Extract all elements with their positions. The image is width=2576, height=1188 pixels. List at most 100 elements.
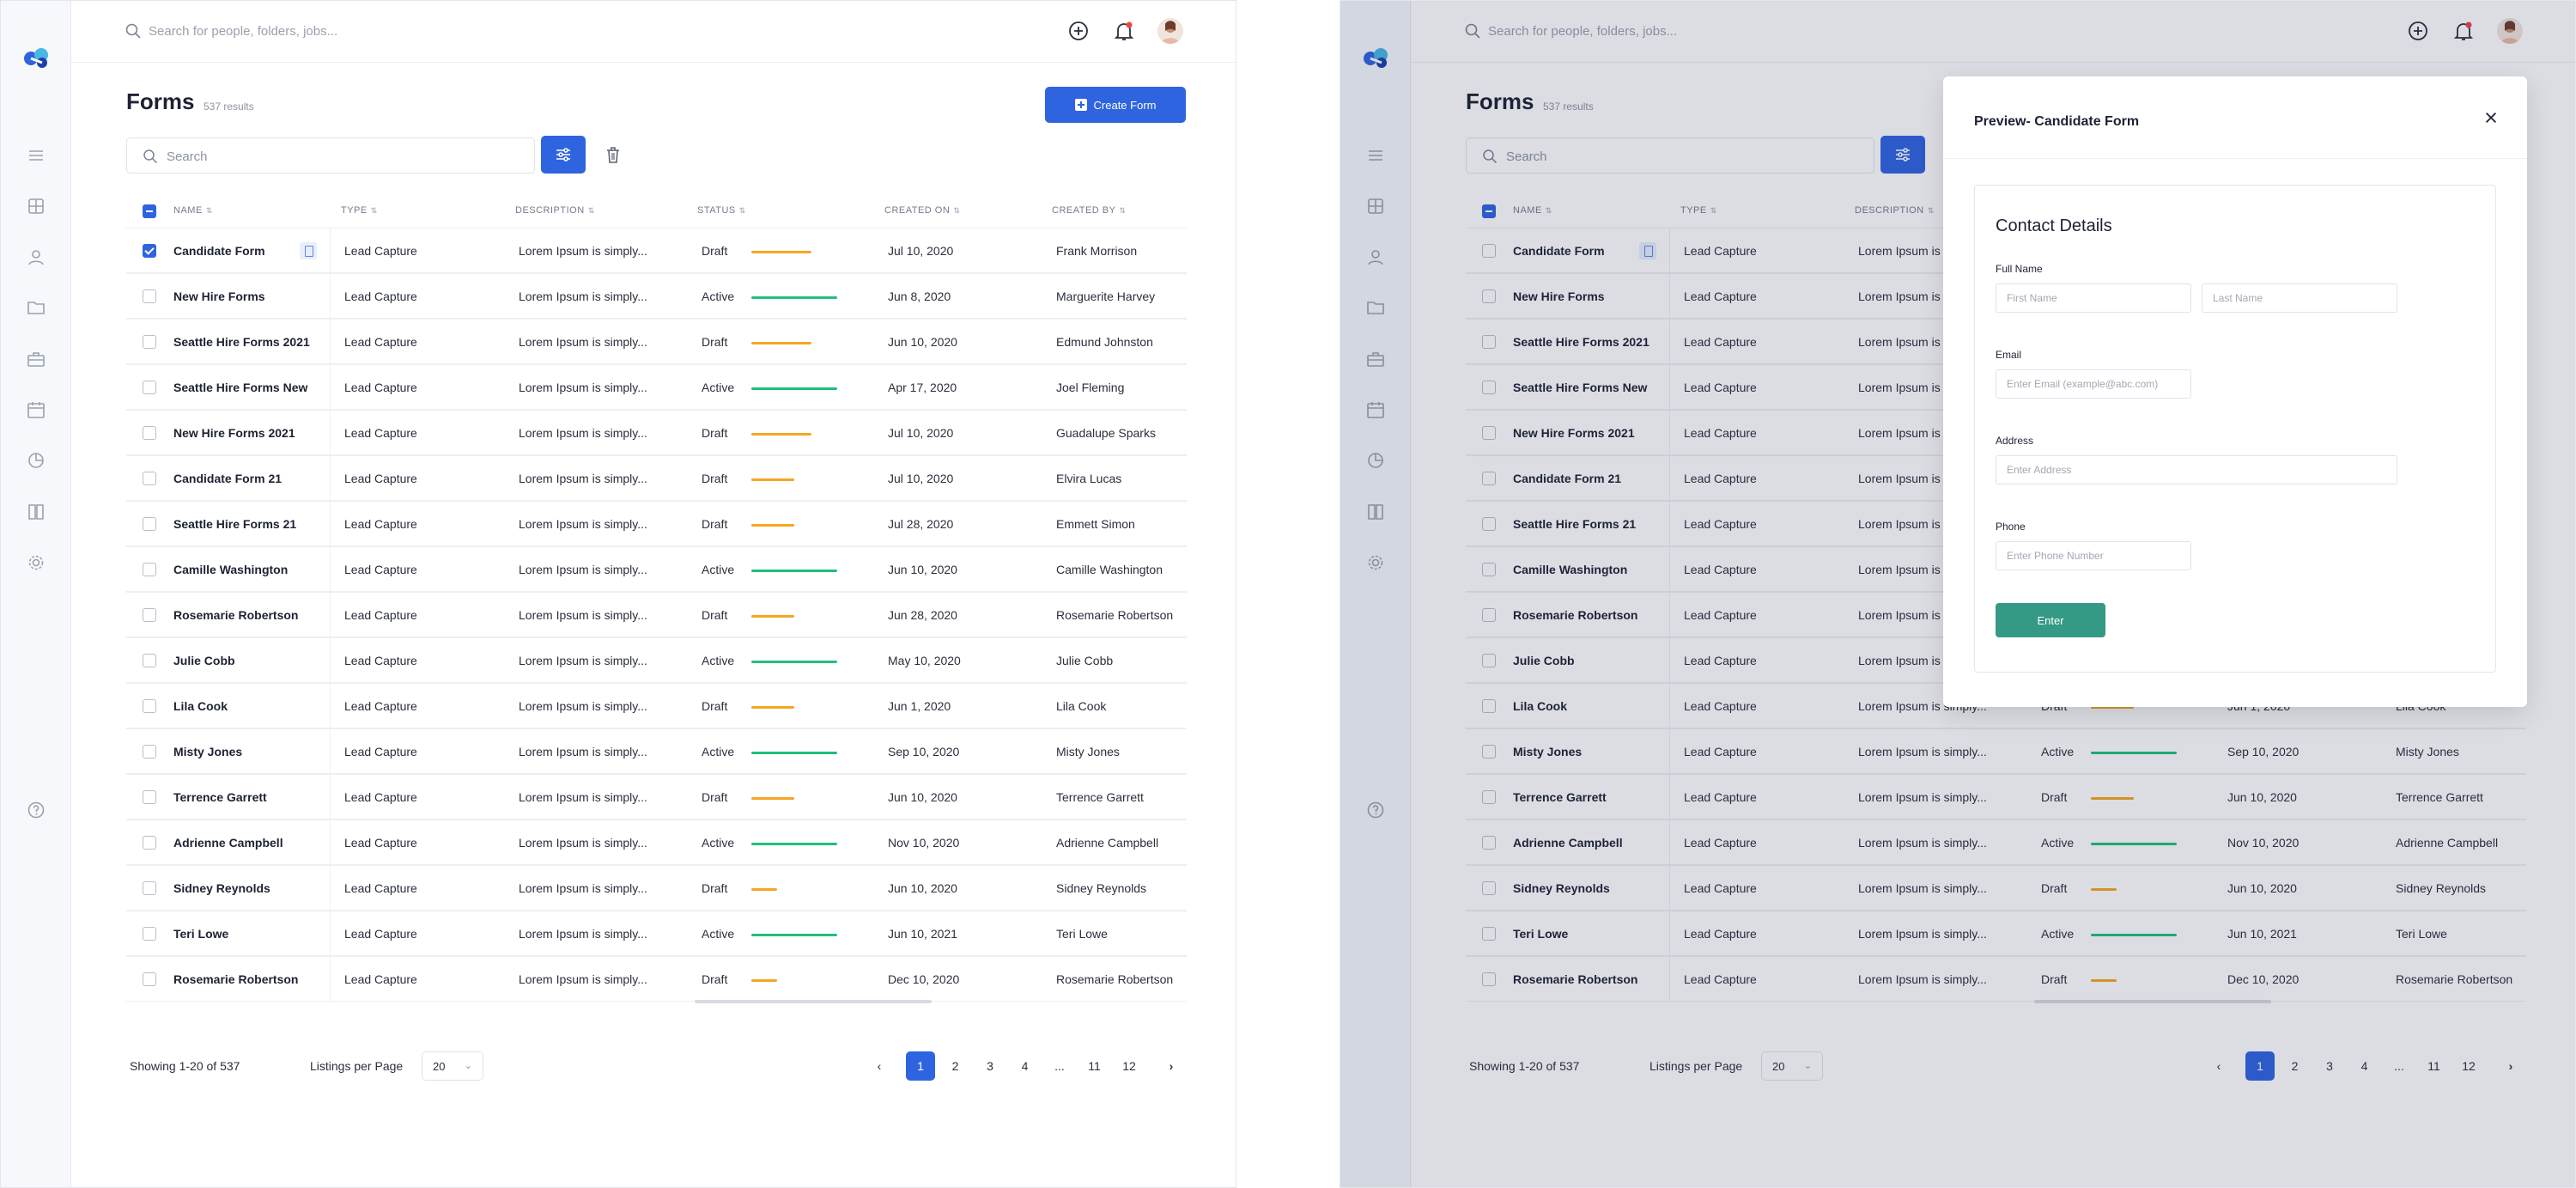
form-name[interactable]: Rosemarie Robertson — [173, 972, 299, 986]
form-name[interactable]: Lila Cook — [173, 699, 228, 713]
forms-search[interactable] — [1466, 137, 1874, 174]
create-form-button[interactable]: Create Form — [1045, 87, 1186, 123]
trash-icon[interactable] — [602, 143, 624, 166]
briefcase-icon[interactable] — [26, 349, 46, 369]
avatar[interactable] — [2497, 18, 2523, 44]
table-row[interactable]: Adrienne Campbell Lead Capture Lorem Ipsum… — [1466, 819, 2526, 866]
form-name[interactable]: Adrienne Campbell — [173, 836, 283, 850]
global-search-input[interactable] — [149, 20, 492, 42]
page-button[interactable]: 1 — [2245, 1051, 2275, 1081]
form-name[interactable]: Misty Jones — [1513, 745, 1583, 758]
gear-icon[interactable] — [26, 552, 46, 573]
row-checkbox[interactable] — [143, 517, 156, 531]
form-name[interactable]: Candidate Form 21 — [1513, 472, 1622, 485]
prev-page-icon[interactable]: ‹ — [2216, 1059, 2221, 1073]
row-checkbox[interactable] — [1482, 289, 1496, 303]
row-checkbox[interactable] — [1482, 381, 1496, 394]
row-checkbox[interactable] — [143, 608, 156, 622]
document-icon[interactable] — [1639, 242, 1656, 259]
row-checkbox[interactable] — [1482, 790, 1496, 804]
row-checkbox[interactable] — [1482, 654, 1496, 667]
form-name[interactable]: New Hire Forms — [173, 289, 265, 303]
form-name[interactable]: Candidate Form — [1513, 244, 1605, 258]
col-created-on[interactable]: CREATED ON⇅ — [884, 205, 961, 216]
col-type[interactable]: TYPE ⇅ — [1680, 205, 1717, 216]
user-icon[interactable] — [26, 247, 46, 267]
form-name[interactable]: Teri Lowe — [173, 927, 229, 941]
page-button[interactable]: ... — [2394, 1059, 2404, 1073]
avatar[interactable] — [1157, 18, 1183, 44]
table-row[interactable]: Camille Washington Lead Capture Lorem Ipsu… — [126, 546, 1187, 593]
table-row[interactable]: Lila Cook Lead Capture Lorem Ipsum is simp… — [126, 683, 1187, 729]
form-name[interactable]: Teri Lowe — [1513, 927, 1569, 941]
row-checkbox[interactable] — [143, 426, 156, 440]
document-icon[interactable] — [300, 242, 317, 259]
user-icon[interactable] — [1365, 247, 1386, 267]
bell-icon[interactable] — [2452, 20, 2475, 42]
row-checkbox[interactable] — [1482, 335, 1496, 349]
grid-icon[interactable] — [26, 196, 46, 216]
table-row[interactable]: Sidney Reynolds Lead Capture Lorem Ipsum i… — [1466, 865, 2526, 911]
row-checkbox[interactable] — [143, 381, 156, 394]
help-icon[interactable] — [26, 800, 46, 820]
col-type[interactable]: TYPE ⇅ — [341, 205, 378, 216]
row-checkbox[interactable] — [1482, 426, 1496, 440]
briefcase-icon[interactable] — [1365, 349, 1386, 369]
row-checkbox[interactable] — [1482, 972, 1496, 986]
form-name[interactable]: Candidate Form 21 — [173, 472, 283, 485]
row-checkbox[interactable] — [1482, 881, 1496, 895]
page-button[interactable]: 11 — [2427, 1059, 2440, 1073]
enter-button[interactable]: Enter — [1996, 603, 2105, 637]
book-icon[interactable] — [26, 502, 46, 522]
page-button[interactable]: 2 — [951, 1059, 959, 1073]
col-description[interactable]: DESCRIPTION ⇅ — [515, 205, 595, 216]
calendar-icon[interactable] — [1365, 399, 1386, 420]
table-row[interactable]: Terrence Garrett Lead Capture Lorem Ipsum … — [1466, 774, 2526, 820]
row-checkbox[interactable] — [143, 654, 156, 667]
form-name[interactable]: Adrienne Campbell — [1513, 836, 1623, 850]
table-row[interactable]: Teri Lowe Lead Capture Lorem Ipsum is simp… — [126, 911, 1187, 957]
email-field[interactable] — [1996, 369, 2191, 399]
table-row[interactable]: Candidate Form 21 Lead Capture Lorem Ipsum… — [126, 455, 1187, 502]
row-checkbox[interactable] — [143, 699, 156, 713]
form-name[interactable]: Candidate Form — [173, 244, 265, 258]
menu-icon[interactable] — [26, 145, 46, 166]
address-field[interactable] — [1996, 455, 2397, 484]
next-page-icon[interactable]: › — [1169, 1059, 1174, 1073]
per-page-select[interactable]: 20 ⌄ — [422, 1051, 483, 1081]
form-name[interactable]: Camille Washington — [173, 563, 289, 576]
prev-page-icon[interactable]: ‹ — [877, 1059, 882, 1073]
form-name[interactable]: Camille Washington — [1513, 563, 1628, 576]
table-row[interactable]: Rosemarie Robertson Lead Capture Lorem Ips… — [126, 592, 1187, 638]
app-logo-icon[interactable] — [1361, 46, 1392, 70]
row-checkbox[interactable] — [1482, 745, 1496, 758]
add-circle-icon[interactable] — [2407, 20, 2429, 42]
pie-chart-icon[interactable] — [26, 450, 46, 471]
global-search-input[interactable] — [1488, 20, 1832, 42]
row-checkbox[interactable] — [1482, 244, 1496, 258]
form-name[interactable]: Seattle Hire Forms 21 — [1513, 517, 1637, 531]
app-logo-icon[interactable] — [21, 46, 52, 70]
book-icon[interactable] — [1365, 502, 1386, 522]
filter-button[interactable] — [541, 136, 586, 174]
row-checkbox[interactable] — [143, 289, 156, 303]
close-icon[interactable] — [2481, 107, 2501, 128]
page-button[interactable]: 2 — [2291, 1059, 2299, 1073]
page-button[interactable]: 3 — [2326, 1059, 2333, 1073]
row-checkbox[interactable] — [1482, 608, 1496, 622]
table-row[interactable]: Sidney Reynolds Lead Capture Lorem Ipsum i… — [126, 865, 1187, 911]
page-button[interactable]: 3 — [987, 1059, 993, 1073]
row-checkbox[interactable] — [1482, 563, 1496, 576]
table-row[interactable]: Seattle Hire Forms New Lead Capture Lorem … — [126, 364, 1187, 411]
row-checkbox[interactable] — [143, 335, 156, 349]
table-row[interactable]: Teri Lowe Lead Capture Lorem Ipsum is simp… — [1466, 911, 2526, 957]
forms-search[interactable] — [126, 137, 535, 174]
form-name[interactable]: Terrence Garrett — [1513, 790, 1607, 804]
form-name[interactable]: Rosemarie Robertson — [1513, 972, 1638, 986]
forms-search-input[interactable] — [1506, 147, 1850, 166]
page-button[interactable]: 1 — [906, 1051, 935, 1081]
row-checkbox[interactable] — [1482, 517, 1496, 531]
folder-icon[interactable] — [1365, 297, 1386, 318]
row-checkbox[interactable] — [1482, 472, 1496, 485]
row-checkbox[interactable] — [143, 244, 156, 258]
